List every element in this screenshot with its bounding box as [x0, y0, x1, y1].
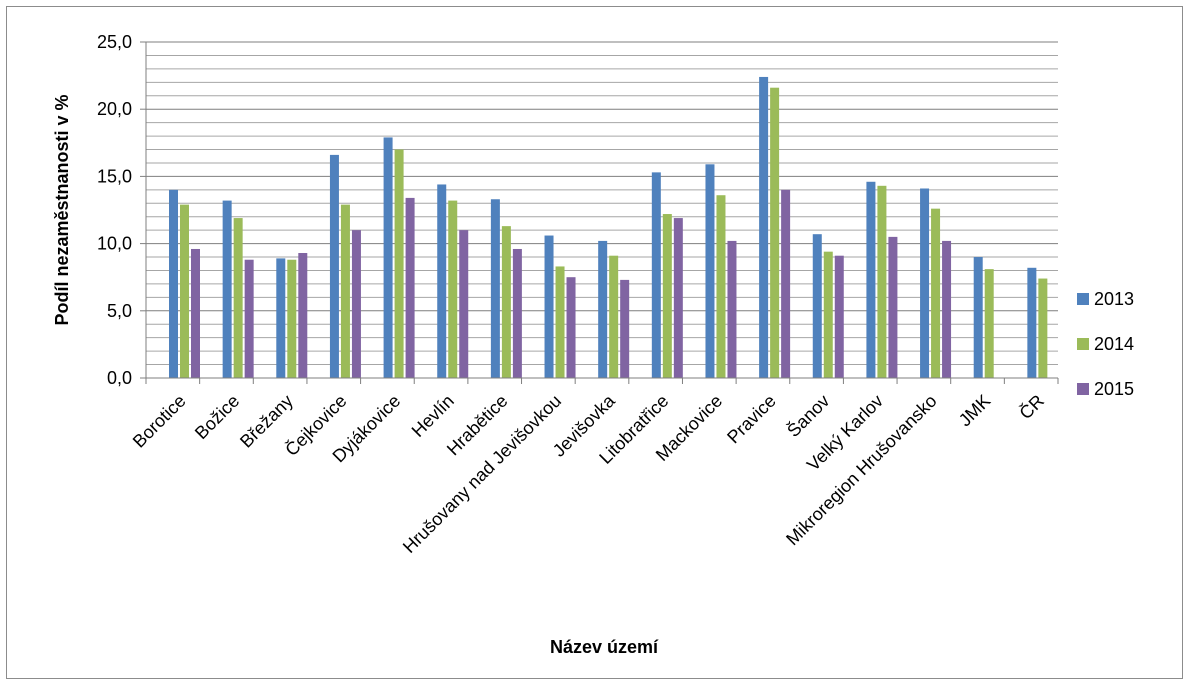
x-axis-title: Název území — [550, 637, 659, 657]
legend-label-2014: 2014 — [1094, 334, 1134, 354]
bar-2013 — [329, 154, 339, 378]
bar-2014 — [770, 87, 780, 379]
bar-2014 — [340, 204, 350, 378]
bar-2014 — [823, 251, 833, 378]
bar-2014 — [448, 200, 458, 378]
bar-2013 — [222, 200, 232, 378]
bar-2014 — [931, 208, 941, 378]
y-tick-label: 25,0 — [97, 32, 132, 52]
y-tick-label: 20,0 — [97, 99, 132, 119]
bar-2013 — [544, 235, 554, 378]
y-tick-label: 15,0 — [97, 166, 132, 186]
bar-2013 — [169, 189, 178, 378]
bar-2013 — [276, 258, 286, 378]
bar-2013 — [1027, 267, 1037, 378]
bar-2013 — [651, 172, 661, 378]
bar-2015 — [405, 197, 415, 378]
x-tick-label: Pravice — [723, 391, 780, 448]
legend-swatch-2014 — [1077, 338, 1089, 350]
x-tick-label: JMK — [955, 391, 995, 431]
bar-2013 — [437, 184, 447, 378]
bar-2015 — [620, 279, 630, 378]
x-tick-label: ČR — [1015, 390, 1048, 423]
bar-2015 — [781, 189, 791, 378]
bar-2015 — [298, 253, 308, 378]
bar-2014 — [716, 195, 726, 378]
y-tick-labels: 0,0 5,0 10,0 15,0 20,0 25,0 — [97, 32, 132, 388]
x-tick-label: Borotice — [129, 391, 190, 452]
x-tick-label: Božice — [191, 391, 243, 443]
bar-2015 — [942, 240, 952, 378]
bar-2015 — [191, 248, 200, 378]
bar-2014 — [609, 255, 619, 378]
bar-2013 — [973, 257, 983, 378]
x-tick-label: Šanov — [782, 390, 833, 441]
legend-label-2013: 2013 — [1094, 289, 1134, 309]
legend-label-2015: 2015 — [1094, 379, 1134, 399]
bar-2014 — [394, 149, 404, 378]
x-tick-labels: Borotice BožiceBřežanyČejkoviceDyjákovice… — [129, 390, 1048, 557]
x-tick-label: Hevlín — [408, 391, 458, 441]
legend-swatch-2015 — [1077, 383, 1089, 395]
bar-2015 — [512, 248, 522, 378]
bar-2013 — [383, 137, 393, 378]
bars — [169, 76, 1048, 379]
bar-2015 — [566, 277, 576, 378]
y-tick-label: 5,0 — [107, 301, 132, 321]
bar-2013 — [490, 199, 500, 378]
bar-2014 — [984, 269, 994, 378]
bar-2015 — [351, 230, 361, 378]
bar-2014 — [287, 259, 297, 378]
bar-2014 — [662, 214, 672, 378]
bar-2013 — [705, 164, 715, 378]
bar-2015 — [888, 236, 898, 378]
bar-2013 — [812, 234, 822, 378]
bar-2013 — [866, 181, 876, 378]
y-tick-label: 0,0 — [107, 368, 132, 388]
bar-2015 — [459, 230, 469, 378]
bar-2015 — [834, 255, 844, 378]
bar-2014 — [501, 226, 511, 378]
bar-2015 — [727, 240, 737, 378]
bar-2013 — [920, 188, 930, 378]
bar-2013 — [598, 240, 608, 378]
y-axis-title: Podíl nezaměstnanosti v % — [52, 94, 72, 325]
bar-2014 — [180, 204, 189, 378]
bar-2015 — [673, 218, 683, 378]
bar-2015 — [244, 259, 254, 378]
legend-swatch-2013 — [1077, 293, 1089, 305]
y-tick-label: 10,0 — [97, 234, 132, 254]
axes — [140, 41, 1059, 384]
legend: 2013 2014 2015 — [1077, 289, 1134, 399]
bar-2014 — [555, 266, 565, 378]
bar-2013 — [759, 76, 769, 378]
bar-2014 — [1038, 278, 1048, 378]
bar-2014 — [877, 185, 887, 378]
bar-2014 — [233, 218, 243, 378]
